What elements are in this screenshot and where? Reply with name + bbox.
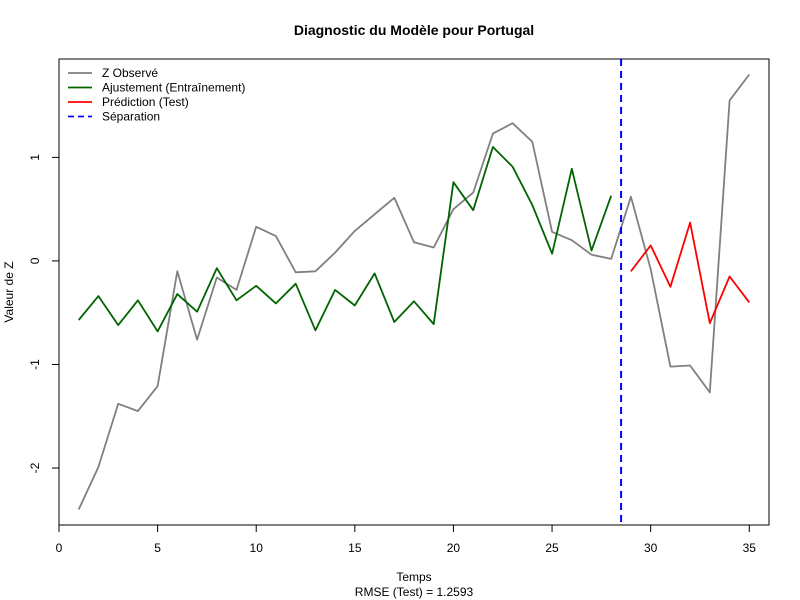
chart-title: Diagnostic du Modèle pour Portugal	[294, 22, 534, 38]
series-ajustement	[78, 146, 613, 333]
x-tick-label: 30	[644, 541, 658, 555]
rmse-subtitle: RMSE (Test) = 1.2593	[355, 585, 474, 599]
legend-label: Z Observé	[102, 66, 158, 80]
legend-label: Séparation	[102, 110, 160, 124]
y-tick-label: 0	[28, 257, 42, 264]
legend-label: Ajustement (Entraînement)	[102, 81, 245, 95]
x-tick-label: 35	[743, 541, 757, 555]
plot-area	[77, 59, 751, 525]
legend-label: Prédiction (Test)	[102, 95, 189, 109]
x-tick-label: 25	[545, 541, 559, 555]
x-axis-title: Temps	[396, 570, 431, 584]
x-tick-label: 20	[447, 541, 461, 555]
x-tick-label: 5	[154, 541, 161, 555]
y-axis-title: Valeur de Z	[2, 261, 16, 322]
y-tick-label: 1	[28, 154, 42, 161]
series-z-observe	[77, 73, 751, 510]
series-prediction	[630, 221, 751, 325]
x-tick-label: 0	[56, 541, 63, 555]
y-tick-label: -1	[28, 359, 42, 370]
plot-frame	[58, 58, 770, 526]
x-axis: 0 5 10 15 20 25 30 35	[56, 524, 757, 555]
x-tick-label: 10	[250, 541, 264, 555]
y-tick-label: -2	[28, 462, 42, 473]
y-axis: -2 -1 0 1	[28, 154, 60, 473]
x-tick-label: 15	[348, 541, 362, 555]
